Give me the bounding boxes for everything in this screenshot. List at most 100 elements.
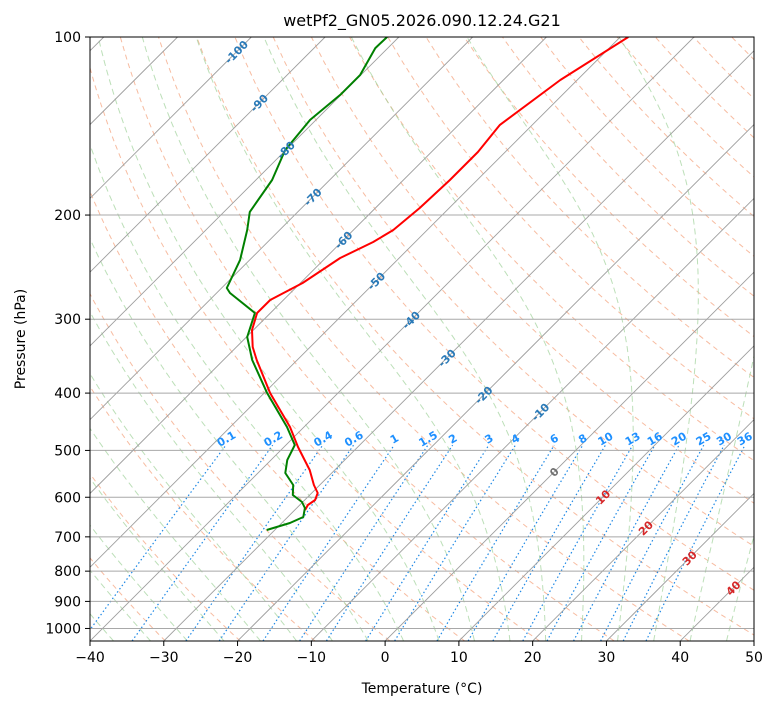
isotherm — [0, 37, 399, 641]
x-tick-label: 40 — [671, 650, 689, 666]
isotherm — [680, 37, 775, 641]
y-tick-label: 800 — [54, 564, 81, 580]
moist-adiabat — [0, 37, 260, 641]
mixing-ratio-line — [601, 445, 704, 641]
y-tick-label: 100 — [54, 30, 81, 46]
mixing-ratio-label: 2 — [446, 431, 459, 446]
x-tick-label: 50 — [745, 650, 763, 666]
moist-adiabat — [196, 37, 510, 641]
dry-adiabat — [197, 37, 764, 641]
temperature-line — [252, 37, 628, 510]
dry-adiabat — [350, 37, 775, 641]
isotherm-label: 40 — [724, 578, 744, 598]
x-tick-label: 30 — [598, 650, 616, 666]
mixing-ratio-label: 0.2 — [262, 429, 285, 450]
y-tick-label: 500 — [54, 443, 81, 459]
isotherm — [385, 37, 775, 641]
x-tick-label: −30 — [149, 650, 179, 666]
isotherm-label: -80 — [275, 138, 298, 161]
dry-adiabat — [311, 37, 775, 641]
mixing-ratio-line — [437, 445, 554, 641]
dry-adiabat — [0, 37, 240, 641]
dry-adiabat — [159, 37, 690, 641]
dry-adiabat — [464, 37, 775, 641]
mixing-ratio-line — [186, 445, 323, 641]
isotherm-label: -100 — [222, 38, 251, 67]
moist-adiabat — [30, 37, 368, 641]
moist-adiabat — [61, 37, 403, 641]
isotherm-label: -20 — [472, 383, 495, 406]
mixing-ratio-label: 0.6 — [342, 428, 366, 449]
isotherm — [311, 37, 775, 641]
isotherm — [533, 37, 775, 641]
isotherm-label: -70 — [301, 185, 324, 208]
x-tick-label: 10 — [450, 650, 468, 666]
profile-lines — [227, 37, 629, 530]
mixing-ratio-label: 30 — [714, 429, 734, 448]
x-tick-label: 0 — [381, 650, 390, 666]
mixing-ratio-line — [263, 445, 394, 641]
mixing-ratio-line — [547, 445, 655, 641]
mixing-ratio-label: 10 — [596, 429, 616, 448]
x-axis-label: Temperature (°C) — [361, 681, 483, 697]
moist-adiabat — [264, 37, 546, 641]
dry-adiabat — [0, 37, 315, 641]
y-axis-label: Pressure (hPa) — [13, 289, 29, 389]
moist-adiabat — [690, 37, 775, 641]
mixing-ratio-line — [646, 445, 745, 641]
isotherm-label: -10 — [529, 400, 552, 423]
y-tick-label: 400 — [54, 386, 81, 402]
mixing-ratio-line — [82, 445, 226, 641]
dry-adiabat — [502, 37, 775, 641]
mixing-ratio-label: 36 — [735, 429, 755, 448]
y-tick-label: 900 — [54, 594, 81, 610]
mixing-ratio-label: 0.1 — [215, 429, 238, 450]
isotherm — [459, 37, 775, 641]
isotherm — [90, 37, 694, 641]
isotherm-label: -90 — [248, 91, 271, 114]
y-tick-label: 1000 — [45, 621, 81, 637]
background-lines — [0, 37, 775, 641]
dry-adiabat — [426, 37, 775, 641]
dry-adiabat — [6, 37, 390, 641]
dry-adiabat — [82, 37, 539, 641]
isotherm-label: -40 — [400, 308, 423, 331]
y-tick-label: 300 — [54, 312, 81, 328]
mixing-ratio-label: 1.5 — [416, 429, 439, 450]
isotherm-label: -30 — [436, 346, 459, 369]
moist-adiabat — [0, 37, 224, 641]
mixing-ratio-line — [300, 445, 428, 641]
mixing-ratio-label: 16 — [645, 429, 665, 448]
isotherm — [0, 37, 325, 641]
isotherm — [164, 37, 768, 641]
isotherm — [0, 37, 546, 641]
mixing-ratio-line — [574, 445, 680, 641]
isotherm — [754, 37, 775, 641]
isotherm — [0, 37, 251, 641]
moist-adiabat — [2, 37, 333, 641]
mixing-ratio-label: 3 — [482, 431, 495, 446]
dry-adiabat — [235, 37, 775, 641]
dry-adiabat — [120, 37, 614, 641]
x-tick-label: 20 — [524, 650, 542, 666]
chart-title: wetPf2_GN05.2026.090.12.24.G21 — [283, 11, 561, 31]
mixing-ratio-label: 13 — [623, 430, 643, 449]
isotherm-label: -60 — [332, 228, 355, 251]
dry-adiabat — [770, 37, 775, 641]
dry-adiabat — [655, 37, 775, 641]
moist-adiabat — [763, 37, 775, 641]
mixing-ratio-label: 25 — [694, 430, 714, 449]
dry-adiabat — [388, 37, 775, 641]
mixing-ratio-label: 6 — [548, 431, 561, 446]
mixing-ratio-line — [395, 445, 516, 641]
x-tick-label: −40 — [75, 650, 105, 666]
mixing-ratio-label: 4 — [509, 431, 522, 446]
mixing-ratio-label: 0.4 — [311, 428, 335, 449]
dry-adiabat — [694, 37, 775, 641]
isotherm-label: -50 — [365, 269, 388, 292]
x-tick-label: −20 — [223, 650, 253, 666]
isotherm-label: 20 — [636, 518, 656, 538]
y-tick-label: 200 — [54, 208, 81, 224]
